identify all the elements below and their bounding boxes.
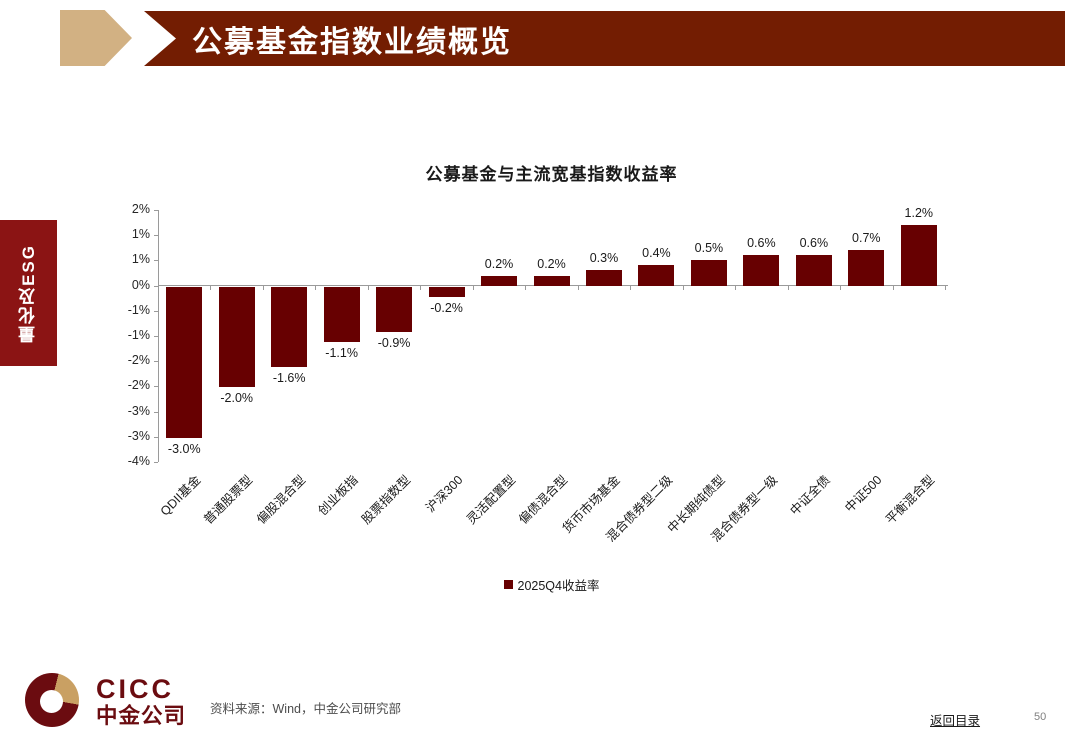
y-axis-tick (154, 260, 158, 262)
category-axis-tick (630, 285, 632, 290)
y-axis-tick-label: 1% (131, 227, 150, 242)
bar-value-label: -1.1% (325, 346, 358, 361)
bar-QDII基金 (166, 286, 203, 438)
bar-value-label: 0.4% (642, 246, 671, 261)
y-axis-tick (154, 361, 158, 363)
bar-创业板指 (323, 286, 360, 343)
bar-value-label: 0.3% (589, 251, 619, 266)
y-axis-tick-label: -2% (127, 378, 150, 393)
bar-value-label: -1.6% (272, 371, 306, 386)
chart-title: 公募基金与主流宽基指数收益率 (425, 165, 678, 184)
y-axis-tick-label: -1% (127, 328, 150, 342)
bar-value-label: -0.9% (377, 335, 411, 350)
y-axis-tick (154, 436, 158, 438)
bar-value-label: 0.6% (799, 236, 829, 251)
x-category-label: 偏股混合型 (253, 472, 308, 527)
chart-legend: 2025Q4收益率 (158, 575, 945, 594)
y-axis-tick (154, 462, 158, 463)
y-axis-tick-label: 1% (131, 252, 150, 267)
category-axis-tick (945, 285, 946, 290)
legend-label: 2025Q4收益率 (517, 579, 600, 593)
bar-沪深300 (428, 286, 465, 297)
x-category-label: 中证全债 (787, 472, 833, 519)
category-axis-tick (367, 285, 369, 290)
category-axis-tick (262, 285, 264, 290)
bar-value-label: 0.5% (694, 241, 724, 256)
bar-value-label: -0.2% (430, 300, 463, 315)
bar-混合债券型二级 (638, 265, 675, 286)
y-axis-tick (154, 411, 158, 413)
bar-value-label: 0.6% (747, 236, 776, 251)
bar-混合债券型一级 (743, 255, 780, 286)
bar-平衡混合型 (900, 225, 937, 286)
bar-value-label: 1.2% (904, 206, 934, 221)
y-axis-tick (154, 285, 158, 287)
page-title: 公募基金指数业绩概览 (192, 25, 512, 59)
category-axis-tick (735, 285, 737, 290)
x-category-label: 中证500 (842, 472, 886, 516)
header-arrow-icon (60, 10, 132, 66)
y-axis-tick-label: 2% (131, 202, 150, 216)
bar-货币市场基金 (585, 270, 622, 286)
x-category-label: 灵活配置型 (463, 472, 518, 527)
category-axis-tick (892, 285, 894, 290)
bar-value-label: 0.2% (484, 256, 514, 271)
category-axis-tick (158, 285, 159, 290)
category-axis-tick (420, 285, 422, 290)
bar-中证500 (848, 250, 885, 286)
bar-value-label: -2.0% (220, 391, 254, 406)
bar-普通股票型 (218, 286, 255, 388)
logo-name-en: CICC (96, 674, 174, 704)
x-category-label: 创业板指 (315, 472, 361, 519)
legend-swatch (503, 580, 513, 589)
x-category-label: 沪深300 (422, 472, 466, 516)
category-axis-tick (525, 285, 527, 290)
logo-name-cn: 中金公司 (96, 704, 187, 728)
cicc-logo-icon (25, 673, 79, 727)
y-axis-tick-label: -4% (127, 454, 150, 468)
category-axis-tick (840, 285, 842, 290)
y-axis-tick (154, 336, 158, 337)
bar-value-label: -3.0% (167, 441, 201, 456)
x-category-label: 平衡混合型 (883, 472, 938, 527)
category-axis-tick (472, 285, 474, 290)
bar-value-label: 0.7% (852, 231, 881, 246)
y-axis-tick (154, 310, 158, 312)
bar-chart-plot-area: 2% 1% 1% 0% -1% -1% -2% -2% -3% -3% -4% -3.0% QDII基金… (128, 202, 948, 545)
page-number: 50 (1034, 711, 1047, 723)
sidebar-section-tab: 量化及ESG (0, 220, 57, 366)
category-axis-tick (787, 285, 789, 290)
x-category-label: 普通股票型 (201, 472, 256, 527)
bar-中长期纯债型 (690, 260, 727, 286)
bar-中证全债 (795, 255, 832, 286)
category-axis-tick (210, 285, 212, 290)
sidebar-section-label: 量化及ESG (19, 243, 38, 343)
category-axis-tick (682, 285, 684, 290)
y-axis-line (158, 210, 159, 462)
y-axis-tick-label: -2% (127, 353, 150, 368)
back-to-contents-link[interactable]: 返回目录 (930, 714, 981, 728)
bar-偏债混合型 (533, 275, 570, 286)
y-axis-tick (154, 210, 158, 211)
y-axis-tick (154, 235, 158, 237)
y-axis-tick-label: -3% (127, 403, 150, 418)
x-category-label: 股票指数型 (358, 472, 413, 527)
header-banner: 公募基金指数业绩概览 (144, 11, 1065, 66)
y-axis-tick-label: -1% (127, 302, 150, 317)
y-axis-tick-label: 0% (131, 277, 150, 292)
bar-偏股混合型 (271, 286, 308, 368)
x-axis-zero-line (158, 285, 948, 287)
data-source-note: 资料来源：Wind，中金公司研究部 (210, 702, 401, 716)
bar-value-label: 0.2% (537, 256, 566, 271)
category-axis-tick (577, 285, 579, 290)
bar-股票指数型 (376, 286, 413, 332)
bar-灵活配置型 (481, 275, 518, 286)
x-category-label: QDII基金 (157, 472, 203, 519)
y-axis-tick (154, 386, 158, 388)
category-axis-tick (315, 285, 317, 290)
cicc-logo-text: CICC 中金公司 (96, 676, 186, 728)
y-axis-tick-label: -3% (127, 428, 150, 443)
